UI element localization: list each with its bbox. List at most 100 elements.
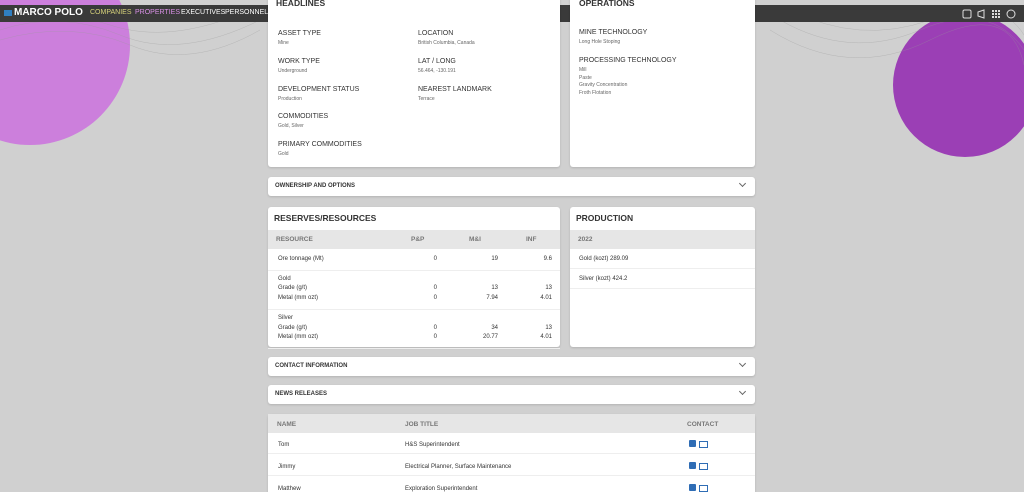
card-title: RESERVES/RESOURCES [274,213,377,223]
row-label: Metal (mm ozt) [278,334,319,341]
field-label: NEAREST LANDMARK [418,85,492,93]
cell-value: 0 [433,285,437,292]
nav-item[interactable]: PROPERTIES [135,9,180,16]
field-value: Froth Flotation [579,89,612,96]
field-value: Gravity Concentration [579,82,628,88]
field-value: Gold, Silver [278,123,304,130]
card-title: OPERATIONS [579,0,635,8]
nav-item[interactable]: PERSONNEL [225,9,269,16]
section-title: CONTACT INFORMATION [275,363,348,369]
field-label: MINE TECHNOLOGY [579,29,648,36]
section-title: NEWS RELEASES [275,391,328,397]
row-divider [268,308,560,310]
row-label: Ore tonnage (Mt) [278,256,324,262]
personnel-table: NAME JOB TITLE CONTACT Tom H&S Superintenden… [268,414,755,492]
person-name: Jimmy [278,464,296,470]
field-label: ASSET TYPE [278,30,321,37]
field-value: Mine [278,40,289,46]
logo-icon [4,10,12,16]
cell-value: 0 [433,324,437,331]
column-header: INF [526,236,537,243]
row-divider [268,347,560,349]
linkedin-icon[interactable] [689,484,696,491]
collapsible-section[interactable]: NEWS RELEASES [268,385,755,404]
cell-value: 7.94 [486,295,498,302]
cell-value: 4.01 [540,334,552,341]
production-row: Gold (kozt) 289.09 [579,256,629,262]
cell-value: 0 [433,334,437,341]
linkedin-icon[interactable] [689,440,696,447]
section-title: OWNERSHIP AND OPTIONS [275,183,356,189]
reserves-card: RESERVES/RESOURCES RESOURCE P&P M&I INF Ore t… [268,207,560,349]
field-label: COMMODITIES [278,113,329,121]
cell-value: 9.6 [543,256,552,262]
table-header-bg [268,230,560,249]
cell-value: 13 [491,285,498,292]
cell-value: 13 [545,285,552,292]
field-value: British Columbia, Canada [418,40,475,46]
table-header-bg [268,414,755,433]
nav-item[interactable]: COMPANIES [90,9,132,16]
brand[interactable]: MARCO POLO [14,7,83,18]
person-name: Tom [278,442,290,448]
column-header: JOB TITLE [405,421,439,428]
person-name: Matthew [278,486,301,492]
cell-value: 4.01 [540,295,552,302]
cell-value: 0 [433,295,437,302]
row-label: Grade (g/t) [278,285,308,292]
field-value: Long Hole Stoping [579,39,621,45]
person-title: Exploration Superintendent [405,486,478,492]
column-header: CONTACT [687,421,719,428]
cell-value: 13 [545,324,552,331]
row-divider [268,453,755,454]
column-header: 2022 [578,236,593,243]
column-header: NAME [277,421,297,428]
cell-value: 19 [491,256,498,262]
row-label: Metal (mm ozt) [278,295,319,302]
field-label: WORK TYPE [278,57,320,65]
mail-icon[interactable] [699,441,708,448]
field-value: Terrace [418,95,435,102]
chevron [738,359,747,368]
row-divider [570,287,755,289]
collapsible-section[interactable]: OWNERSHIP AND OPTIONS [268,177,755,196]
field-value: Gold [278,151,289,158]
production-row: Silver (kozt) 424.2 [579,275,628,282]
field-label: DEVELOPMENT STATUS [278,85,360,93]
table-header-bg [570,230,755,249]
mail-icon[interactable] [699,485,708,492]
nav-item[interactable]: EXECUTIVES [181,9,226,16]
field-value: Mill [579,67,587,73]
headlines-card: HEADLINES ASSET TYPE Mine WORK TYPE Undergro… [268,0,560,167]
row-divider [268,475,755,476]
field-label: LOCATION [418,30,454,37]
mail-icon[interactable] [699,463,708,470]
chevron [738,179,747,188]
column-header: M&I [469,236,481,243]
cell-value: 20.77 [482,334,498,341]
collapsible-section[interactable]: CONTACT INFORMATION [268,357,755,376]
field-value: 56.464, -130.191 [418,67,456,74]
group-heading: Silver [278,314,294,321]
field-label: LAT / LONG [418,57,456,65]
card-title: HEADLINES [276,0,326,8]
linkedin-icon[interactable] [689,462,696,469]
field-value: Paste [579,74,592,81]
nav-icons[interactable] [962,9,1018,19]
row-divider [570,268,755,269]
field-value: Production [278,95,302,102]
operations-card: OPERATIONS MINE TECHNOLOGY Long Hole Stopi… [570,0,755,167]
card-title: PRODUCTION [576,213,634,223]
person-title: H&S Superintendent [405,442,460,448]
production-card: PRODUCTION 2022 Gold (kozt) 289.09 Silver (… [570,207,755,347]
chevron [738,387,747,396]
row-divider [268,269,560,271]
field-label: PRIMARY COMMODITIES [278,141,362,149]
column-header: RESOURCE [276,236,313,243]
row-label: Grade (g/t) [278,324,308,331]
group-heading: Gold [278,275,291,282]
field-label: PROCESSING TECHNOLOGY [579,57,677,64]
column-header: P&P [411,236,425,243]
